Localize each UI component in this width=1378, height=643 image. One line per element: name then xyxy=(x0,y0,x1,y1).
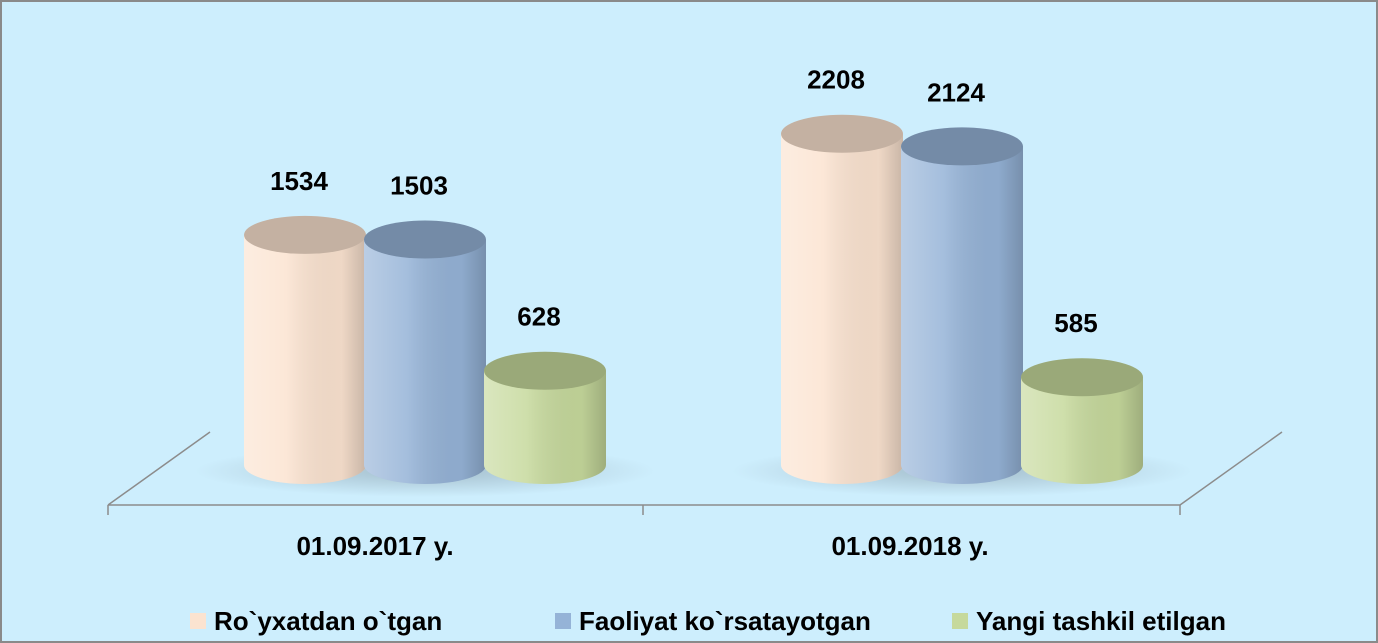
cylinder xyxy=(781,114,903,485)
value-label: 1503 xyxy=(390,170,448,200)
cylinder-top xyxy=(244,215,366,254)
cylinder-top xyxy=(484,351,606,390)
cylinder-shade xyxy=(781,133,903,485)
value-label: 1534 xyxy=(270,166,328,196)
legend-swatch xyxy=(190,613,206,629)
floor xyxy=(107,431,1283,506)
cylinder-shade xyxy=(244,234,366,484)
cylinder-top-shade xyxy=(484,351,606,390)
cylinder-top-shade xyxy=(1021,358,1143,397)
cylinder-shade xyxy=(364,239,486,484)
cylinder xyxy=(244,215,366,484)
cylinder-top xyxy=(901,127,1023,166)
axis-ticks xyxy=(107,505,1181,515)
cylinder-shade xyxy=(484,370,606,484)
legend-swatch xyxy=(952,613,968,629)
legend-label: Faoliyat ko`rsatayotgan xyxy=(579,606,871,636)
cylinder-top xyxy=(1021,358,1143,397)
legend-swatch xyxy=(555,613,571,629)
cylinder-top-shade xyxy=(901,127,1023,166)
value-label: 2124 xyxy=(927,77,985,107)
value-label: 628 xyxy=(517,302,560,332)
cylinder-shade xyxy=(1021,377,1143,484)
cylinder-top xyxy=(364,220,486,259)
x-tick-label: 01.09.2017 y. xyxy=(296,531,453,561)
cylinder-top-shade xyxy=(781,114,903,153)
value-label: 585 xyxy=(1054,308,1097,338)
value-label: 2208 xyxy=(807,65,865,95)
cylinder-top xyxy=(781,114,903,153)
legend-label: Ro`yxatdan o`tgan xyxy=(214,606,442,636)
cylinder xyxy=(901,127,1023,484)
cylinder-top-shade xyxy=(244,215,366,254)
cylinder xyxy=(1021,358,1143,484)
cylinder-top-shade xyxy=(364,220,486,259)
x-tick-label: 01.09.2018 y. xyxy=(831,531,988,561)
cylinder xyxy=(364,220,486,484)
cylinder xyxy=(484,351,606,484)
legend-label: Yangi tashkil etilgan xyxy=(976,606,1226,636)
cylinder-shade xyxy=(901,146,1023,484)
